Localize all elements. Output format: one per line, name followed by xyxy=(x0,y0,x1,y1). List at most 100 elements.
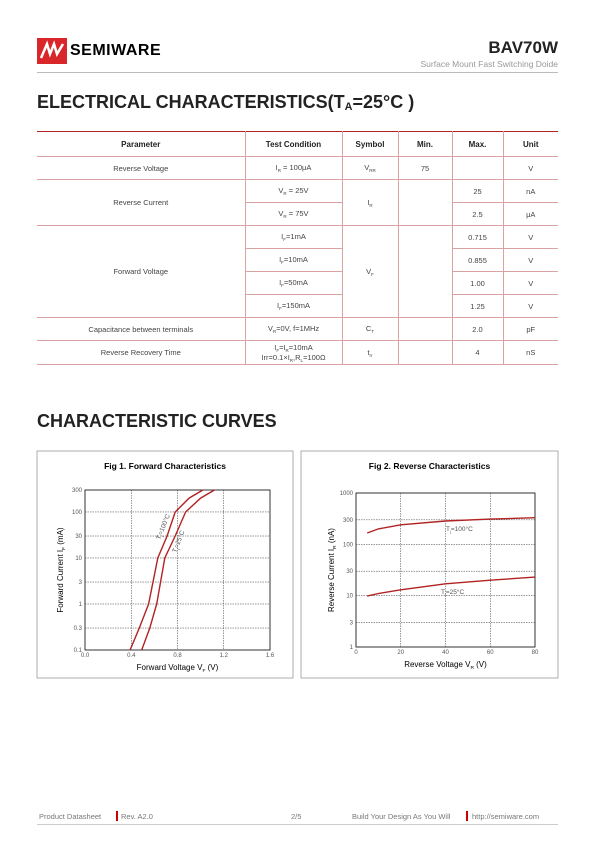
text-part: (V) xyxy=(205,663,218,672)
subscript: F xyxy=(281,260,284,265)
subtitle: Surface Mount Fast Switching Doide xyxy=(420,59,558,69)
subscript: R xyxy=(272,329,277,334)
text-part: Irr=0.1×I xyxy=(261,352,290,362)
text-part: =100Ω xyxy=(303,352,326,362)
text-part: =0V, f=1MHz xyxy=(276,324,320,333)
row: VR = 75V 2.5 μA xyxy=(37,202,558,226)
text-part: =10mA xyxy=(288,342,313,352)
subscript: j xyxy=(444,592,446,597)
y-tick-label: 0.3 xyxy=(74,626,83,632)
x-tick-label: 40 xyxy=(442,650,449,656)
row: Capacitance between terminals VR=0V, f=1M… xyxy=(37,317,558,341)
subscript: R xyxy=(332,545,338,549)
subscript: j xyxy=(159,535,164,539)
condition-line: IF=IR=10mA xyxy=(246,343,342,353)
subscript: F xyxy=(61,547,67,550)
text-part: =10mA xyxy=(283,255,308,264)
footer-page: 2/5 xyxy=(291,812,302,821)
text-part: T xyxy=(446,526,450,533)
text-part: I xyxy=(367,197,370,207)
condition-line: IR = 100μA xyxy=(246,163,342,173)
symbol: trr xyxy=(341,340,399,365)
brand: SEMIWARE xyxy=(70,42,162,59)
footer-doc: Product Datasheet xyxy=(39,812,102,821)
text-part: V xyxy=(364,163,370,172)
symbol: IR xyxy=(341,179,399,226)
text-part: =50mA xyxy=(283,278,308,287)
y-tick-label: 100 xyxy=(72,510,83,516)
subscript: F xyxy=(202,668,205,674)
x-tick-label: 0 xyxy=(354,650,358,656)
text-part: ,R xyxy=(293,352,301,362)
y-tick-label: 1 xyxy=(79,602,83,608)
chart-title: Fig 1. Forward Characteristics xyxy=(104,461,226,471)
y-tick-label: 10 xyxy=(75,556,82,562)
chart-title: Fig 2. Reverse Characteristics xyxy=(369,461,491,471)
min xyxy=(397,317,453,341)
condition-line: IF=150mA xyxy=(246,301,342,311)
unit: nS xyxy=(502,340,558,365)
y-tick-label: 3 xyxy=(79,580,83,586)
text-part: (V) xyxy=(474,660,487,669)
footer-rule xyxy=(37,824,558,825)
subscript: F xyxy=(279,306,282,311)
x-tick-label: 80 xyxy=(532,650,539,656)
max: 1.00 xyxy=(451,271,504,295)
condition: IF=IR=10mA Irr=0.1×IR,RL=100Ω xyxy=(244,340,343,365)
parameter: Reverse Current xyxy=(37,179,246,226)
text-part: = 100μA xyxy=(280,163,312,172)
text-part: = 75V xyxy=(286,209,309,218)
y-tick-label: 10 xyxy=(346,594,353,600)
condition-line: Irr=0.1×IR,RL=100Ω xyxy=(246,353,342,363)
x-axis-label: Forward Voltage VF​ (V) xyxy=(137,663,219,674)
text-part: C xyxy=(365,324,372,333)
subscript: F xyxy=(283,237,287,242)
subscript: F xyxy=(371,271,374,277)
condition: IF=1mA xyxy=(244,225,343,249)
y-tick-label: 3 xyxy=(350,621,354,627)
condition-line: VR = 75V xyxy=(246,209,342,219)
subscript: F xyxy=(276,347,280,353)
curve-label: Tj​=25°C xyxy=(441,588,464,597)
series-line xyxy=(141,489,215,651)
text-part: Reverse Voltage V xyxy=(404,660,471,669)
footer-slogan: Build Your Design As You Will xyxy=(352,812,451,821)
y-tick-label: 30 xyxy=(346,569,353,575)
section-title: ELECTRICAL CHARACTERISTICS(TA=25°C ) xyxy=(37,92,414,113)
text-part: (mA) xyxy=(56,527,65,547)
row: IF=50mA 1.00 V xyxy=(37,271,558,295)
y-tick-label: 1 xyxy=(350,645,354,651)
text-part: V xyxy=(278,209,284,218)
x-tick-label: 1.2 xyxy=(220,653,229,659)
unit: μA xyxy=(502,202,558,226)
max: 0.715 xyxy=(451,225,504,249)
condition: IR = 100μA xyxy=(244,156,343,180)
condition-line: IF=1mA xyxy=(246,232,342,242)
text-part: ELECTRICAL CHARACTERISTICS(T xyxy=(37,92,345,112)
text-part: I xyxy=(274,342,277,352)
series-line xyxy=(367,576,536,597)
section-title: CHARACTERISTIC CURVES xyxy=(37,411,277,431)
y-axis-label: Forward Current IF​ (mA) xyxy=(56,527,67,613)
text-part: =1mA xyxy=(286,232,306,241)
subscript: R xyxy=(277,168,281,173)
x-tick-label: 0.4 xyxy=(127,653,136,659)
text-part: =25°C ) xyxy=(352,92,415,112)
text-part: =25°C xyxy=(446,588,465,596)
text-part: I xyxy=(281,232,284,241)
condition-line: VR=0V, f=1MHz xyxy=(246,324,342,334)
footer-rev: Rev. A2.0 xyxy=(121,812,153,821)
y-axis-label: Reverse Current IR​ (nA) xyxy=(327,528,338,612)
x-tick-label: 0.8 xyxy=(173,653,182,659)
text-part: I xyxy=(279,255,282,264)
series-line xyxy=(129,489,204,651)
parameter: Forward Voltage xyxy=(37,225,246,318)
condition-line: IF=50mA xyxy=(246,278,342,288)
condition: IF=50mA xyxy=(245,271,343,295)
text-part: T xyxy=(155,534,163,540)
x-tick-label: 60 xyxy=(487,650,494,656)
x-tick-label: 20 xyxy=(397,650,404,656)
subscript: R xyxy=(283,191,287,196)
